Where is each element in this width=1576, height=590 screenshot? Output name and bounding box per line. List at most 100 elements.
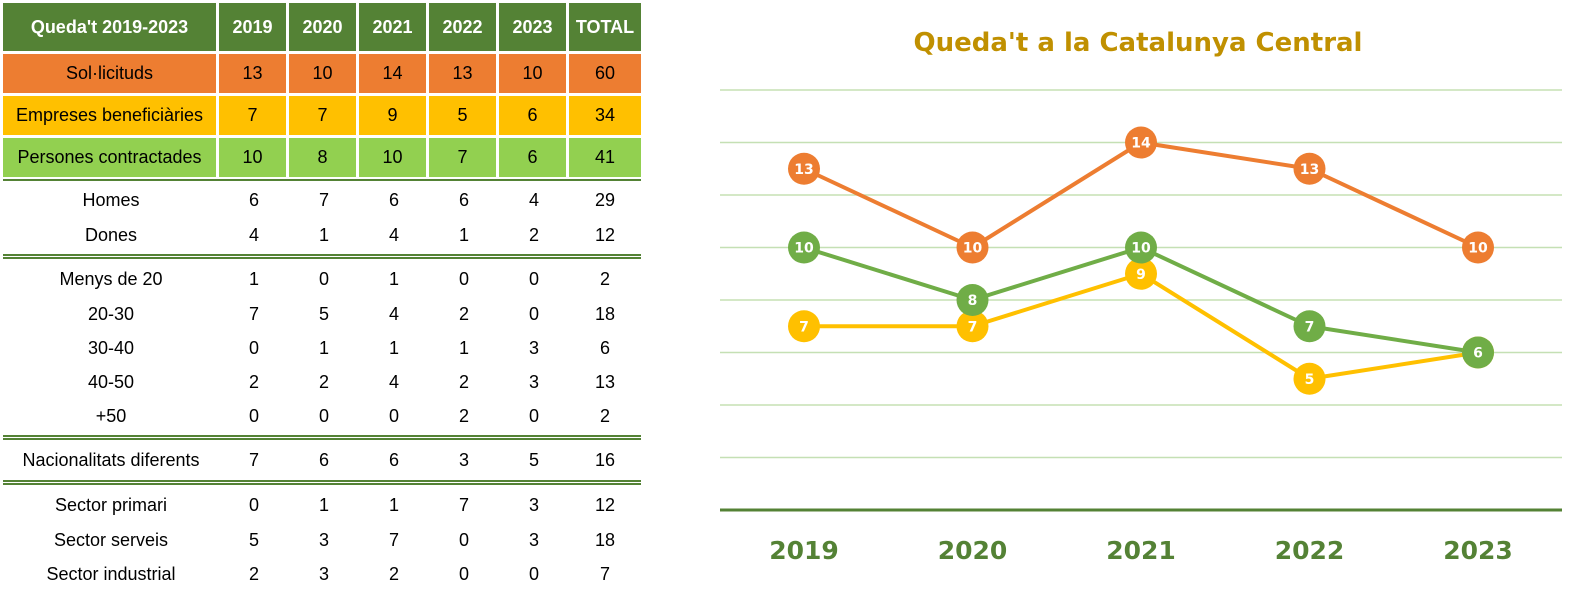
table-cell: 1 bbox=[388, 494, 399, 515]
table-cell: 6 bbox=[499, 138, 569, 177]
table-cell: 13 bbox=[429, 54, 499, 93]
x-tick-label: 2020 bbox=[938, 536, 1008, 565]
header-cell: 2023 bbox=[499, 3, 569, 51]
data-point bbox=[956, 310, 989, 343]
table-header-row: Queda't 2019-2023 2019 2020 2021 2022 20… bbox=[3, 3, 641, 51]
table-row: Menys de 20 1 0 1 0 0 2 bbox=[3, 261, 641, 297]
table-cell: 0 bbox=[458, 563, 469, 584]
table-cell: 7 bbox=[429, 138, 499, 177]
table-cell: 4 bbox=[388, 303, 399, 324]
row-label: Nacionalitats diferents bbox=[22, 449, 200, 470]
x-tick-label: 2019 bbox=[769, 536, 839, 565]
table-cell: 3 bbox=[318, 563, 329, 584]
table-row: 40-50 2 2 4 2 3 13 bbox=[3, 365, 641, 399]
x-tick-label: 2022 bbox=[1275, 536, 1345, 565]
data-point bbox=[956, 231, 989, 264]
table-cell: 7 bbox=[318, 189, 329, 210]
row-label: Homes bbox=[82, 189, 140, 210]
table-divider bbox=[3, 179, 641, 181]
row-label: 20-30 bbox=[87, 303, 135, 324]
table-cell: 5 bbox=[528, 449, 539, 470]
data-point bbox=[788, 152, 820, 185]
table-cell: 0 bbox=[318, 405, 329, 426]
table-cell: 0 bbox=[248, 337, 259, 358]
table-cell: 1 bbox=[318, 224, 329, 245]
data-point bbox=[1462, 231, 1494, 264]
table-cell: 7 bbox=[219, 96, 289, 135]
data-point bbox=[1293, 152, 1326, 185]
row-label: Sector primari bbox=[54, 494, 168, 515]
summary-row: Persones contractades 10 8 10 7 6 41 bbox=[3, 135, 641, 177]
table-cell: 2 bbox=[458, 303, 469, 324]
data-label: 8 bbox=[968, 293, 978, 309]
header-cell: 2019 bbox=[219, 3, 289, 51]
table-cell: 1 bbox=[458, 337, 469, 358]
row-label: Sol·licituds bbox=[3, 54, 219, 93]
table-cell: 10 bbox=[289, 54, 359, 93]
data-label: 7 bbox=[1305, 319, 1315, 335]
x-tick-label: 2023 bbox=[1443, 536, 1513, 565]
data-label: 6 bbox=[1473, 346, 1483, 362]
table-cell: 1 bbox=[458, 224, 469, 245]
table-cell: 13 bbox=[594, 371, 616, 392]
table-cell: 6 bbox=[458, 189, 469, 210]
table-cell: 0 bbox=[528, 563, 539, 584]
data-label: 10 bbox=[1468, 241, 1488, 257]
table-cell: 6 bbox=[388, 189, 399, 210]
table-row: 30-40 0 1 1 1 3 6 bbox=[3, 331, 641, 365]
table-divider bbox=[3, 254, 641, 259]
row-label: Sector serveis bbox=[53, 529, 169, 550]
table-cell: 2 bbox=[458, 371, 469, 392]
table-cell: 2 bbox=[248, 563, 259, 584]
header-cell: 2020 bbox=[289, 3, 359, 51]
table-row: Sector industrial 2 3 2 0 0 7 bbox=[3, 557, 641, 590]
chart-title: Queda't a la Catalunya Central bbox=[913, 28, 1363, 58]
table-cell: 6 bbox=[388, 449, 399, 470]
table-cell: 7 bbox=[458, 494, 469, 515]
data-label: 10 bbox=[794, 241, 814, 257]
table-cell: 4 bbox=[388, 371, 399, 392]
data-label: 14 bbox=[1131, 136, 1151, 152]
data-point bbox=[1125, 257, 1157, 290]
row-label: Dones bbox=[84, 224, 138, 245]
table-cell: 3 bbox=[528, 337, 539, 358]
table-row: Dones 4 1 4 1 2 12 bbox=[3, 218, 641, 252]
table-cell: 16 bbox=[594, 449, 616, 470]
table-cell: 2 bbox=[599, 268, 610, 289]
table-cell: 41 bbox=[569, 138, 641, 177]
table-divider bbox=[3, 480, 641, 485]
table-cell: 0 bbox=[458, 268, 469, 289]
table-cell: 3 bbox=[528, 494, 539, 515]
data-point bbox=[788, 231, 820, 264]
table-cell: 1 bbox=[318, 337, 329, 358]
table-cell: 2 bbox=[599, 405, 610, 426]
table-cell: 6 bbox=[499, 96, 569, 135]
data-label: 7 bbox=[968, 319, 978, 335]
table-cell: 18 bbox=[594, 529, 616, 550]
table-cell: 14 bbox=[359, 54, 429, 93]
table-cell: 2 bbox=[528, 224, 539, 245]
table-cell: 34 bbox=[569, 96, 641, 135]
data-label: 13 bbox=[1300, 162, 1319, 178]
table-cell: 0 bbox=[528, 303, 539, 324]
table-cell: 0 bbox=[248, 494, 259, 515]
table-row: 20-30 7 5 4 2 0 18 bbox=[3, 297, 641, 331]
table-cell: 4 bbox=[388, 224, 399, 245]
table-cell: 5 bbox=[429, 96, 499, 135]
line-chart: Queda't a la Catalunya Central 2019 2020 2… bbox=[700, 0, 1576, 590]
data-point bbox=[1125, 126, 1157, 159]
table-cell: 0 bbox=[458, 529, 469, 550]
table-cell: 3 bbox=[318, 529, 329, 550]
table-cell: 7 bbox=[388, 529, 399, 550]
chart-plot-area: 2019202020212022202377956108107613101413… bbox=[720, 89, 1562, 565]
row-label: 30-40 bbox=[87, 337, 135, 358]
data-label: 10 bbox=[963, 241, 983, 257]
data-point bbox=[788, 310, 820, 343]
table-cell: 10 bbox=[499, 54, 569, 93]
table-cell: 2 bbox=[318, 371, 329, 392]
table-cell: 12 bbox=[594, 224, 616, 245]
row-label: Empreses beneficiàries bbox=[3, 96, 219, 135]
table-cell: 10 bbox=[359, 138, 429, 177]
table-row: Homes 6 7 6 6 4 29 bbox=[3, 182, 641, 218]
table-cell: 9 bbox=[359, 96, 429, 135]
